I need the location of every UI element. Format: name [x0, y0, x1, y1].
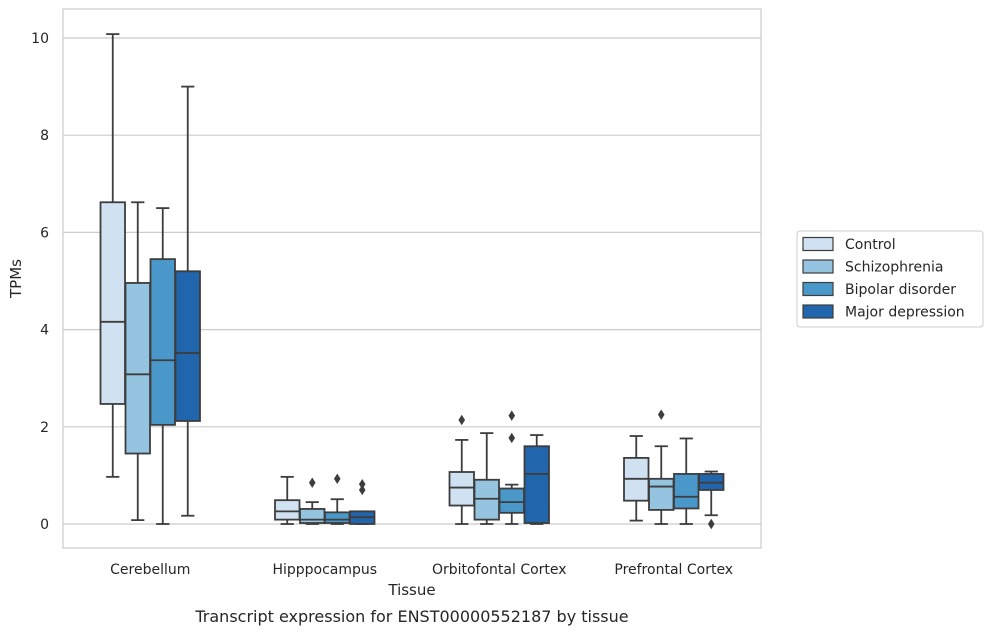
box-1-1: [299, 477, 326, 525]
box-2-1: [324, 473, 351, 525]
legend-swatch: [802, 236, 834, 252]
x-tick-label-1: Hipppocampus: [272, 562, 377, 578]
box-body: [648, 477, 675, 511]
box-body: [149, 258, 176, 426]
box-body: [498, 487, 525, 514]
x-tick-label-0: Cerebellum: [110, 562, 190, 578]
y-tick-label-0: 0: [40, 517, 49, 533]
legend-item-1: Schizophrenia: [802, 259, 943, 276]
box-3-2: [523, 434, 550, 525]
box-2-0: [149, 207, 176, 525]
legend-label: Bipolar disorder: [845, 282, 956, 298]
series-2: [149, 207, 700, 525]
y-axis-label: TPMs: [7, 259, 25, 299]
box-3-3: [698, 470, 725, 530]
series-1: [124, 201, 675, 525]
legend-swatch: [802, 281, 834, 297]
box-3-0: [174, 85, 201, 517]
box-2-2: [498, 410, 525, 525]
legend-swatch: [802, 304, 834, 319]
outlier-point-0: [358, 484, 366, 496]
y-tick-label-5: 10: [31, 31, 49, 47]
box-body: [523, 445, 550, 524]
box-3-1: [349, 478, 376, 525]
box-body: [324, 511, 351, 524]
legend-swatch: [802, 259, 834, 274]
y-tick-label-1: 2: [40, 420, 49, 436]
plot-frame: [62, 8, 762, 549]
y-tick-label-4: 8: [40, 128, 49, 144]
box-0-3: [623, 435, 650, 522]
legend-item-3: Major depression: [802, 304, 965, 321]
outlier-point-0: [458, 414, 466, 426]
x-tick-label-3: Prefrontal Cortex: [614, 562, 733, 578]
y-tick-labels: 0 2 4 6 8 10: [31, 31, 49, 533]
box-body: [448, 471, 475, 507]
box-body: [473, 478, 500, 521]
outlier-point-0: [308, 477, 316, 488]
box-body: [174, 270, 201, 422]
legend-label: Control: [845, 237, 896, 253]
box-body: [124, 282, 151, 455]
outlier-point-0: [657, 409, 665, 420]
box-0-0: [99, 33, 126, 478]
x-axis-label: Tissue: [387, 581, 435, 599]
legend-label: Schizophrenia: [845, 260, 943, 276]
box-body: [274, 499, 301, 521]
legend-item-2: Bipolar disorder: [802, 281, 956, 298]
box-body: [99, 201, 126, 405]
y-tick-label-2: 4: [40, 323, 49, 339]
outlier-point-1: [358, 478, 366, 490]
box-body: [299, 508, 326, 524]
box-body: [673, 473, 700, 510]
legend: Control Schizophrenia Bipolar disorder Majo…: [796, 230, 984, 328]
x-tick-label-2: Orbitofontal Cortex: [432, 562, 567, 578]
legend-frame: [796, 230, 984, 328]
legend-item-0: Control: [802, 236, 896, 253]
outlier-point-0: [707, 518, 715, 530]
y-tick-label-3: 6: [40, 225, 49, 241]
box-0-2: [448, 414, 475, 525]
box-series: [99, 33, 725, 530]
outlier-point-1: [508, 410, 516, 421]
box-0-1: [274, 475, 301, 525]
outlier-point-0: [508, 432, 516, 444]
box-1-2: [473, 432, 500, 525]
outlier-point-0: [333, 473, 341, 485]
box-1-0: [124, 201, 151, 522]
x-tick-labels: Cerebellum Hipppocampus Orbitofontal Corte…: [110, 562, 733, 578]
chart-title: Transcript expression for ENST0000055218…: [194, 607, 628, 626]
legend-label: Major depression: [845, 305, 965, 321]
box-2-3: [673, 437, 700, 525]
series-3: [174, 85, 725, 530]
